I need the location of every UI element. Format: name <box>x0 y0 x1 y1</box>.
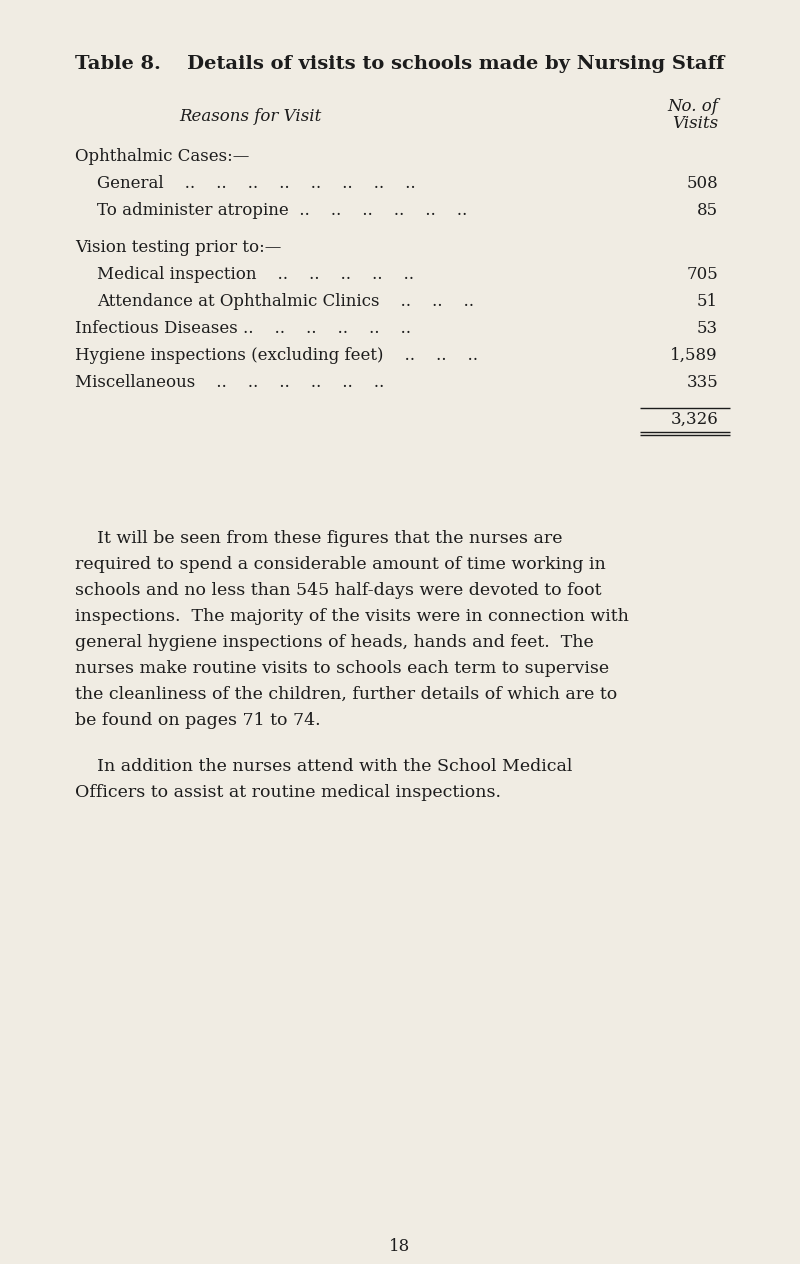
Text: Visits: Visits <box>672 115 718 131</box>
Text: 53: 53 <box>697 320 718 337</box>
Text: Infectious Diseases ..    ..    ..    ..    ..    ..: Infectious Diseases .. .. .. .. .. .. <box>75 320 411 337</box>
Text: Vision testing prior to:—: Vision testing prior to:— <box>75 239 282 257</box>
Text: 85: 85 <box>697 202 718 219</box>
Text: Attendance at Ophthalmic Clinics    ..    ..    ..: Attendance at Ophthalmic Clinics .. .. .… <box>97 293 474 310</box>
Text: schools and no less than 545 half-days were devoted to foot: schools and no less than 545 half-days w… <box>75 581 602 599</box>
Text: It will be seen from these figures that the nurses are: It will be seen from these figures that … <box>75 530 562 547</box>
Text: nurses make routine visits to schools each term to supervise: nurses make routine visits to schools ea… <box>75 660 609 678</box>
Text: 1,589: 1,589 <box>670 348 718 364</box>
Text: Hygiene inspections (excluding feet)    ..    ..    ..: Hygiene inspections (excluding feet) .. … <box>75 348 478 364</box>
Text: required to spend a considerable amount of time working in: required to spend a considerable amount … <box>75 556 606 573</box>
Text: To administer atropine  ..    ..    ..    ..    ..    ..: To administer atropine .. .. .. .. .. .. <box>97 202 467 219</box>
Text: general hygiene inspections of heads, hands and feet.  The: general hygiene inspections of heads, ha… <box>75 635 594 651</box>
Text: Reasons for Visit: Reasons for Visit <box>179 107 321 125</box>
Text: General    ..    ..    ..    ..    ..    ..    ..    ..: General .. .. .. .. .. .. .. .. <box>97 174 416 192</box>
Text: Miscellaneous    ..    ..    ..    ..    ..    ..: Miscellaneous .. .. .. .. .. .. <box>75 374 384 391</box>
Text: the cleanliness of the children, further details of which are to: the cleanliness of the children, further… <box>75 686 618 703</box>
Text: Ophthalmic Cases:—: Ophthalmic Cases:— <box>75 148 250 166</box>
Text: Table 8.  Details of visits to schools made by Nursing Staff: Table 8. Details of visits to schools ma… <box>75 56 724 73</box>
Text: 508: 508 <box>686 174 718 192</box>
Text: Medical inspection    ..    ..    ..    ..    ..: Medical inspection .. .. .. .. .. <box>97 265 414 283</box>
Text: 3,326: 3,326 <box>670 411 718 428</box>
Text: be found on pages 71 to 74.: be found on pages 71 to 74. <box>75 712 321 729</box>
Text: In addition the nurses attend with the School Medical: In addition the nurses attend with the S… <box>75 758 572 775</box>
Text: 335: 335 <box>686 374 718 391</box>
Text: 18: 18 <box>390 1237 410 1255</box>
Text: 705: 705 <box>686 265 718 283</box>
Text: Officers to assist at routine medical inspections.: Officers to assist at routine medical in… <box>75 784 501 801</box>
Text: inspections.  The majority of the visits were in connection with: inspections. The majority of the visits … <box>75 608 629 624</box>
Text: No. of: No. of <box>667 99 718 115</box>
Text: 51: 51 <box>697 293 718 310</box>
